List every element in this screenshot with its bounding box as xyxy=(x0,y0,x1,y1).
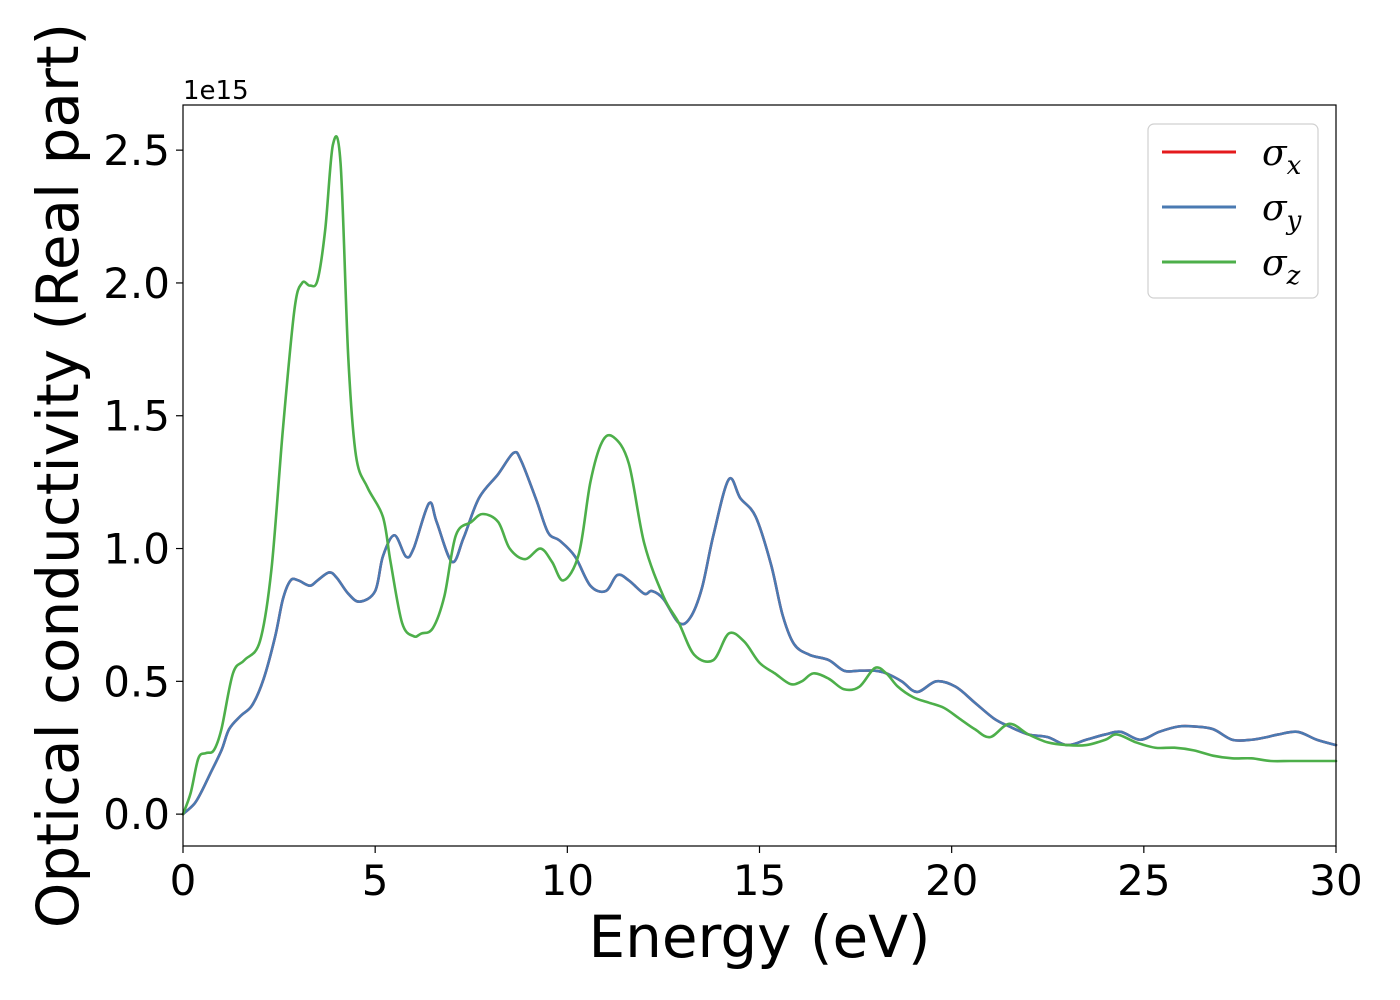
x-tick-label: 30 xyxy=(1309,856,1362,905)
y-axis-title: Optical conductivity (Real part) xyxy=(24,23,92,928)
y-tick-label: 2.0 xyxy=(103,259,170,308)
y-tick-label: 0.0 xyxy=(103,790,170,839)
y-tick-label: 2.5 xyxy=(103,126,170,175)
x-axis-title: Energy (eV) xyxy=(588,903,930,971)
legend-sigma-z: σ xyxy=(1262,243,1288,284)
x-tick-label: 25 xyxy=(1117,856,1170,905)
y-tick-label: 1.5 xyxy=(103,392,170,441)
x-tick-label: 20 xyxy=(925,856,978,905)
x-axis: 0 5 10 15 20 25 30 xyxy=(170,846,1363,905)
legend-subscript-y: y xyxy=(1286,206,1302,236)
series-layer xyxy=(181,135,1338,816)
x-tick-label: 0 xyxy=(170,856,197,905)
legend-label-y: σy xyxy=(1262,188,1302,236)
legend-label-x: σx xyxy=(1262,133,1302,181)
x-tick-label: 5 xyxy=(362,856,389,905)
x-tick-label: 15 xyxy=(733,856,786,905)
legend-label-z: σz xyxy=(1262,243,1301,291)
y-axis-offset-label: 1e15 xyxy=(183,76,249,106)
y-tick-label: 0.5 xyxy=(103,657,170,706)
series-line-x xyxy=(181,450,1338,816)
y-axis: 0.0 0.5 1.0 1.5 2.0 2.5 xyxy=(103,126,183,839)
y-tick-label: 1.0 xyxy=(103,525,170,574)
legend-subscript-x: x xyxy=(1287,151,1302,181)
legend-subscript-z: z xyxy=(1286,261,1301,291)
legend-sigma-y: σ xyxy=(1262,188,1288,229)
x-tick-label: 10 xyxy=(541,856,594,905)
series-line-z xyxy=(181,135,1338,816)
legend-sigma-x: σ xyxy=(1262,133,1288,174)
series-line-y xyxy=(181,450,1338,816)
legend-box xyxy=(1147,123,1319,299)
